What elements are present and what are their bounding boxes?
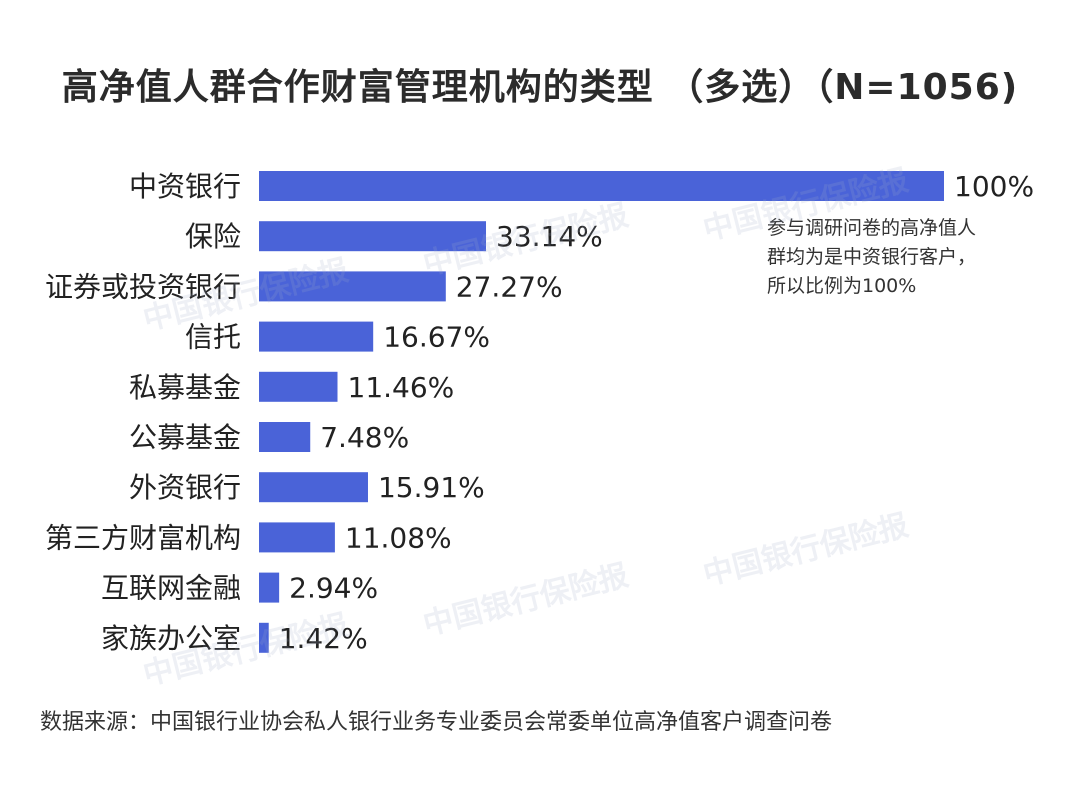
annotation-line: 所以比例为100% <box>767 275 917 297</box>
bar <box>259 171 944 201</box>
value-label: 1.42% <box>279 622 368 655</box>
bar <box>259 522 335 553</box>
bar <box>259 221 487 252</box>
bar <box>259 321 374 352</box>
value-label: 11.46% <box>348 371 455 404</box>
category-label: 公募基金 <box>129 421 241 454</box>
chart-title: 高净值人群合作财富管理机构的类型 （多选）（N=1056) <box>61 67 1019 108</box>
value-label: 16.67% <box>383 321 490 354</box>
value-label: 27.27% <box>456 270 563 303</box>
source-note: 数据来源：中国银行业协会私人银行业务专业委员会常委单位高净值客户调查问卷 <box>40 710 833 735</box>
category-label: 私募基金 <box>129 371 241 404</box>
bar <box>259 622 269 653</box>
bar <box>259 371 338 402</box>
value-label: 7.48% <box>320 421 409 454</box>
value-label: 33.14% <box>496 220 603 253</box>
category-label: 外资银行 <box>129 471 241 504</box>
category-label: 中资银行 <box>129 170 241 203</box>
bar <box>259 271 446 302</box>
annotation-note: 参与调研问卷的高净值人 群均为是中资银行客户， 所以比例为100% <box>767 214 1067 301</box>
category-label: 信托 <box>185 321 241 354</box>
category-label: 家族办公室 <box>101 622 241 655</box>
annotation-line: 参与调研问卷的高净值人 <box>767 217 977 239</box>
value-label: 2.94% <box>289 572 378 605</box>
value-label: 15.91% <box>378 471 485 504</box>
bar <box>259 422 311 452</box>
value-label: 11.08% <box>345 521 452 554</box>
category-label: 第三方财富机构 <box>45 521 241 554</box>
bar <box>259 472 368 503</box>
category-label: 互联网金融 <box>101 572 241 605</box>
category-label: 证券或投资银行 <box>45 270 241 303</box>
value-label: 100% <box>954 170 1034 203</box>
annotation-line: 群均为是中资银行客户， <box>767 246 977 268</box>
category-label: 保险 <box>185 220 241 253</box>
bar <box>259 572 280 603</box>
